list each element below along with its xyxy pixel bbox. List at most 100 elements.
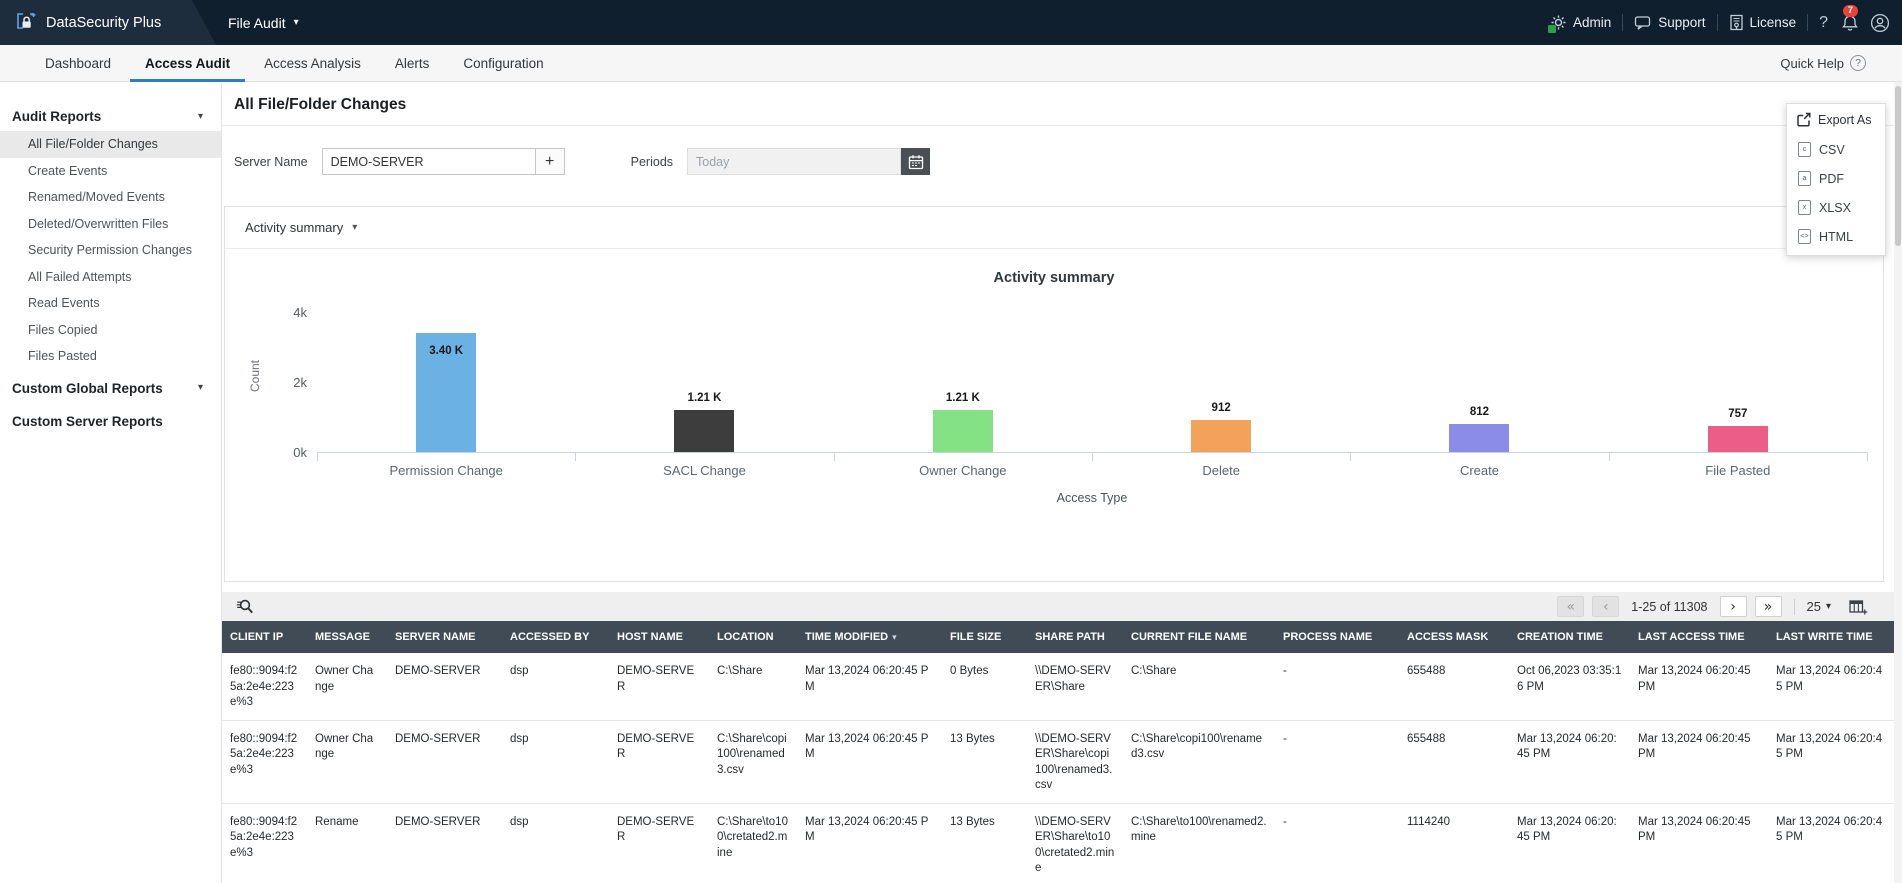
sidebar-item-files-pasted[interactable]: Files Pasted	[28, 349, 97, 363]
next-page-button[interactable]: ›	[1719, 596, 1747, 617]
export-option-pdf[interactable]: a PDF	[1787, 164, 1885, 193]
sidebar-item-renamed-moved-events[interactable]: Renamed/Moved Events	[28, 190, 165, 204]
bar-value-label: 812	[1469, 406, 1490, 418]
vertical-scrollbar[interactable]	[1894, 82, 1902, 883]
tab-access-audit[interactable]: Access Audit	[128, 45, 247, 82]
quick-help-button[interactable]: Quick Help ?	[1780, 55, 1866, 71]
column-header-last-access-time[interactable]: LAST ACCESS TIME	[1630, 621, 1768, 653]
license-link[interactable]: License	[1729, 14, 1796, 31]
scrollbar-thumb[interactable]	[1895, 86, 1901, 246]
chat-icon	[1634, 15, 1652, 31]
help-icon[interactable]: ?	[1819, 13, 1828, 31]
bar-sacl-change[interactable]	[674, 410, 735, 452]
user-avatar[interactable]	[1870, 13, 1890, 33]
export-option-label: PDF	[1819, 171, 1844, 186]
server-name-input[interactable]	[321, 148, 536, 175]
cell-accessed-by: dsp	[502, 803, 609, 883]
sidebar-item-all-file-folder-changes[interactable]: All File/Folder Changes	[0, 131, 221, 158]
table-row[interactable]: fe80::9094:f25a:2e4e:223e%3 Owner Change D…	[222, 720, 1894, 804]
table-row[interactable]: fe80::9094:f25a:2e4e:223e%3 Owner Change D…	[222, 653, 1894, 721]
bar-permission-change[interactable]	[416, 333, 477, 452]
x-axis-tick	[1608, 452, 1610, 461]
cell-last-access-time: Mar 13,2024 06:20:45 PM	[1630, 653, 1768, 721]
search-button[interactable]	[236, 598, 254, 615]
notifications-button[interactable]: 7	[1841, 4, 1859, 32]
periods-input[interactable]	[687, 148, 902, 175]
cell-last-access-time: Mar 13,2024 06:20:45 PM	[1630, 720, 1768, 804]
tab-configuration[interactable]: Configuration	[463, 55, 544, 71]
cell-time-modified: Mar 13,2024 06:20:45 PM	[797, 653, 942, 721]
column-header-location[interactable]: LOCATION	[709, 621, 797, 653]
column-header-accessed-by[interactable]: ACCESSED BY	[502, 621, 609, 653]
column-header-time-modified[interactable]: TIME MODIFIED ▾	[797, 621, 942, 653]
x-axis-category-label: SACL Change	[663, 463, 746, 478]
add-server-button[interactable]: +	[535, 148, 565, 175]
brand: DataSecurity Plus	[0, 0, 216, 45]
prev-page-button[interactable]: ‹	[1592, 596, 1620, 617]
column-chooser-button[interactable]	[1849, 598, 1868, 616]
export-option-label: HTML	[1819, 229, 1854, 244]
sidebar-section-custom-global-reports[interactable]: Custom Global Reports ▾	[0, 374, 221, 403]
cell-host-name: DEMO-SERVER	[609, 803, 709, 883]
bar-create[interactable]	[1449, 424, 1510, 452]
column-header-client-ip[interactable]: CLIENT IP	[222, 621, 307, 653]
column-header-current-file-name[interactable]: CURRENT FILE NAME	[1123, 621, 1275, 653]
pdf-file-icon: a	[1798, 171, 1811, 186]
column-header-message[interactable]: MESSAGE	[307, 621, 387, 653]
tab-dashboard[interactable]: Dashboard	[45, 55, 112, 71]
sidebar-section-custom-server-reports[interactable]: Custom Server Reports	[0, 407, 221, 436]
support-link[interactable]: Support	[1634, 15, 1706, 31]
sidebar-item-security-permission-changes[interactable]: Security Permission Changes	[28, 243, 192, 257]
export-option-xlsx[interactable]: x XLSX	[1787, 193, 1885, 222]
cell-creation-time: Mar 13,2024 06:20:45 PM	[1509, 720, 1630, 804]
column-header-last-write-time[interactable]: LAST WRITE TIME	[1768, 621, 1894, 653]
column-header-access-mask[interactable]: ACCESS MASK	[1399, 621, 1509, 653]
cell-message: Owner Change	[307, 720, 387, 804]
sidebar-item-read-events[interactable]: Read Events	[28, 296, 100, 310]
column-header-host-name[interactable]: HOST NAME	[609, 621, 709, 653]
first-page-button[interactable]: «	[1557, 596, 1585, 617]
divider	[222, 125, 1902, 126]
bar-file-pasted[interactable]	[1707, 426, 1768, 452]
sidebar-section-audit-reports[interactable]: Audit Reports ▾	[0, 102, 221, 131]
chart-type-dropdown[interactable]: Activity summary ▾	[225, 207, 1883, 249]
cell-message: Owner Change	[307, 653, 387, 721]
page-size-dropdown[interactable]: 25 ▾	[1806, 599, 1832, 614]
column-header-creation-time[interactable]: CREATION TIME	[1509, 621, 1630, 653]
export-as-button[interactable]: Export As	[1787, 104, 1885, 135]
export-option-csv[interactable]: c CSV	[1787, 135, 1885, 164]
html-file-icon: <>	[1798, 229, 1811, 244]
sidebar-item-create-events[interactable]: Create Events	[28, 163, 108, 178]
cell-server-name: DEMO-SERVER	[387, 803, 502, 883]
admin-menu[interactable]: Admin	[1547, 14, 1611, 33]
table-row[interactable]: fe80::9094:f25a:2e4e:223e%3 Rename DEMO-SE…	[222, 803, 1894, 883]
sidebar: Audit Reports ▾ All File/Folder Changes Cre…	[0, 82, 222, 883]
column-header-process-name[interactable]: PROCESS NAME	[1275, 621, 1399, 653]
cell-creation-time: Mar 13,2024 06:20:45 PM	[1509, 803, 1630, 883]
last-page-button[interactable]: »	[1754, 596, 1782, 617]
cell-share-path: \\DEMO-SERVER\Share\to100\cretated2.mine	[1027, 803, 1123, 883]
x-axis-label: Access Type	[1056, 491, 1128, 505]
column-header-file-size[interactable]: FILE SIZE	[942, 621, 1027, 653]
column-header-server-name[interactable]: SERVER NAME	[387, 621, 502, 653]
sidebar-item-deleted-overwritten-files[interactable]: Deleted/Overwritten Files	[28, 216, 169, 231]
sidebar-item-all-failed-attempts[interactable]: All Failed Attempts	[28, 269, 132, 284]
cell-server-name: DEMO-SERVER	[387, 720, 502, 804]
periods-label: Periods	[630, 154, 674, 169]
tab-access-analysis[interactable]: Access Analysis	[264, 55, 361, 71]
cell-last-write-time: Mar 13,2024 06:20:45 PM	[1768, 653, 1894, 721]
chevron-down-icon: ▾	[352, 221, 358, 233]
divider	[1807, 14, 1809, 31]
column-header-share-path[interactable]: SHARE PATH	[1027, 621, 1123, 653]
export-menu: Export As c CSV a PDF x XLSX <> HTML	[1786, 103, 1886, 256]
chevron-down-icon: ▾	[197, 382, 203, 393]
cell-client-ip: fe80::9094:f25a:2e4e:223e%3	[222, 720, 307, 804]
tab-alerts[interactable]: Alerts	[394, 55, 430, 71]
product-switcher[interactable]: File Audit ▾	[228, 0, 299, 45]
export-option-html[interactable]: <> HTML	[1787, 222, 1885, 251]
sidebar-item-files-copied[interactable]: Files Copied	[28, 322, 98, 337]
bar-owner-change[interactable]	[932, 410, 993, 452]
sidebar-section-label: Custom Server Reports	[12, 413, 163, 429]
calendar-button[interactable]	[901, 148, 931, 175]
bar-delete[interactable]	[1191, 420, 1252, 452]
